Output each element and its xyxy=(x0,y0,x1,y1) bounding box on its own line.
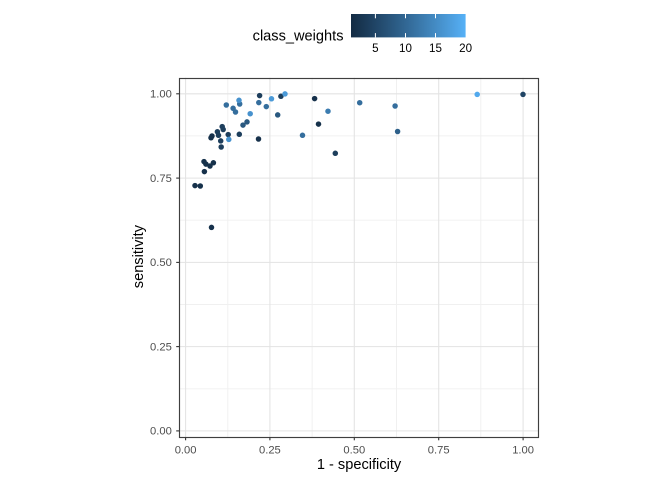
svg-text:0.00: 0.00 xyxy=(150,426,172,438)
svg-text:5: 5 xyxy=(372,42,378,55)
svg-text:0.25: 0.25 xyxy=(259,444,281,456)
svg-text:20: 20 xyxy=(459,42,472,55)
svg-text:0.00: 0.00 xyxy=(175,444,197,456)
svg-text:15: 15 xyxy=(429,42,442,55)
svg-text:class_weights: class_weights xyxy=(253,28,344,44)
svg-text:1.00: 1.00 xyxy=(512,444,534,456)
svg-text:sensitivity: sensitivity xyxy=(131,224,147,288)
svg-text:0.75: 0.75 xyxy=(428,444,450,456)
svg-text:1 - specificity: 1 - specificity xyxy=(317,457,402,473)
svg-text:10: 10 xyxy=(399,42,412,55)
svg-text:0.50: 0.50 xyxy=(343,444,365,456)
svg-text:1.00: 1.00 xyxy=(150,89,172,101)
svg-text:0.75: 0.75 xyxy=(150,173,172,185)
svg-text:0.25: 0.25 xyxy=(150,341,172,353)
svg-text:0.50: 0.50 xyxy=(150,257,172,269)
